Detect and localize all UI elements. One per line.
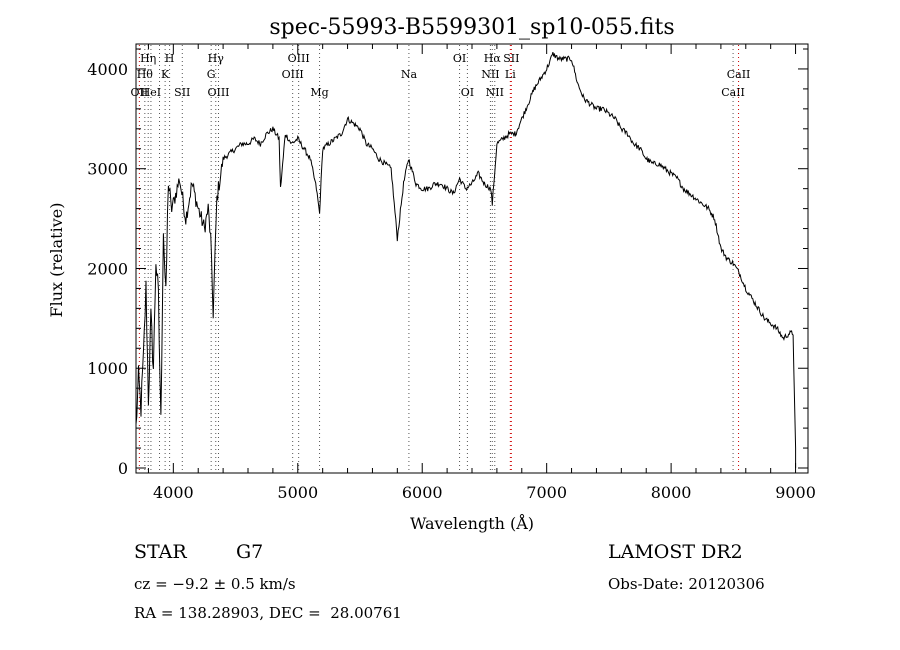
y-axis-label: Flux (relative) (47, 203, 66, 318)
y-tick-label: 1000 (87, 359, 128, 378)
y-tick-label: 4000 (87, 60, 128, 79)
y-tick-label: 3000 (87, 160, 128, 179)
line-label: SII (503, 52, 519, 65)
line-label: H (165, 52, 175, 65)
line-label: NII (481, 68, 499, 81)
x-tick-label: 8000 (651, 483, 692, 502)
line-label: OIII (288, 52, 310, 65)
line-label: OI (461, 86, 474, 99)
y-tick-label: 2000 (87, 259, 128, 278)
spectrum-series (135, 51, 797, 468)
line-label: G (207, 68, 216, 81)
line-label: OII (131, 86, 149, 99)
line-label: K (161, 68, 170, 81)
x-tick-label: 6000 (402, 483, 443, 502)
line-label: SII (174, 86, 190, 99)
chart-title: spec-55993-B5599301_sp10-055.fits (269, 15, 674, 40)
x-tick-label: 7000 (526, 483, 567, 502)
x-tick-label: 5000 (277, 483, 318, 502)
line-label: Li (505, 68, 516, 81)
line-label: Hγ (208, 52, 225, 65)
line-label: Mg (310, 86, 328, 99)
redshift-text: cz = −9.2 ± 0.5 km/s (134, 575, 296, 593)
plot-frame (135, 43, 809, 474)
line-label: Hθ (137, 68, 154, 81)
object-subclass: G7 (236, 541, 264, 563)
line-label: CaII (727, 68, 751, 81)
x-axis-label: Wavelength (Å) (410, 513, 534, 533)
line-label: Hα (484, 52, 502, 65)
line-label: OI (453, 52, 466, 65)
line-label: OIII (282, 68, 304, 81)
survey-name: LAMOST DR2 (608, 541, 743, 563)
axis-ticks: 4000 5000 6000 7000 8000 9000 0 1000 2000 3000 400… (87, 44, 816, 502)
object-class: STAR (134, 541, 187, 563)
spectrum-line (135, 51, 797, 468)
line-label: Hη (140, 52, 156, 65)
line-label: CaII (721, 86, 745, 99)
y-tick-label: 0 (118, 459, 128, 478)
line-label: Na (401, 68, 418, 81)
obs-date: Obs-Date: 20120306 (608, 575, 765, 593)
x-tick-label: 9000 (775, 483, 816, 502)
coordinates-text: RA = 138.28903, DEC = 28.00761 (134, 604, 402, 622)
line-label: OIII (207, 86, 229, 99)
line-label: NII (486, 86, 504, 99)
x-tick-label: 4000 (153, 483, 194, 502)
line-label: HeI (141, 86, 161, 99)
